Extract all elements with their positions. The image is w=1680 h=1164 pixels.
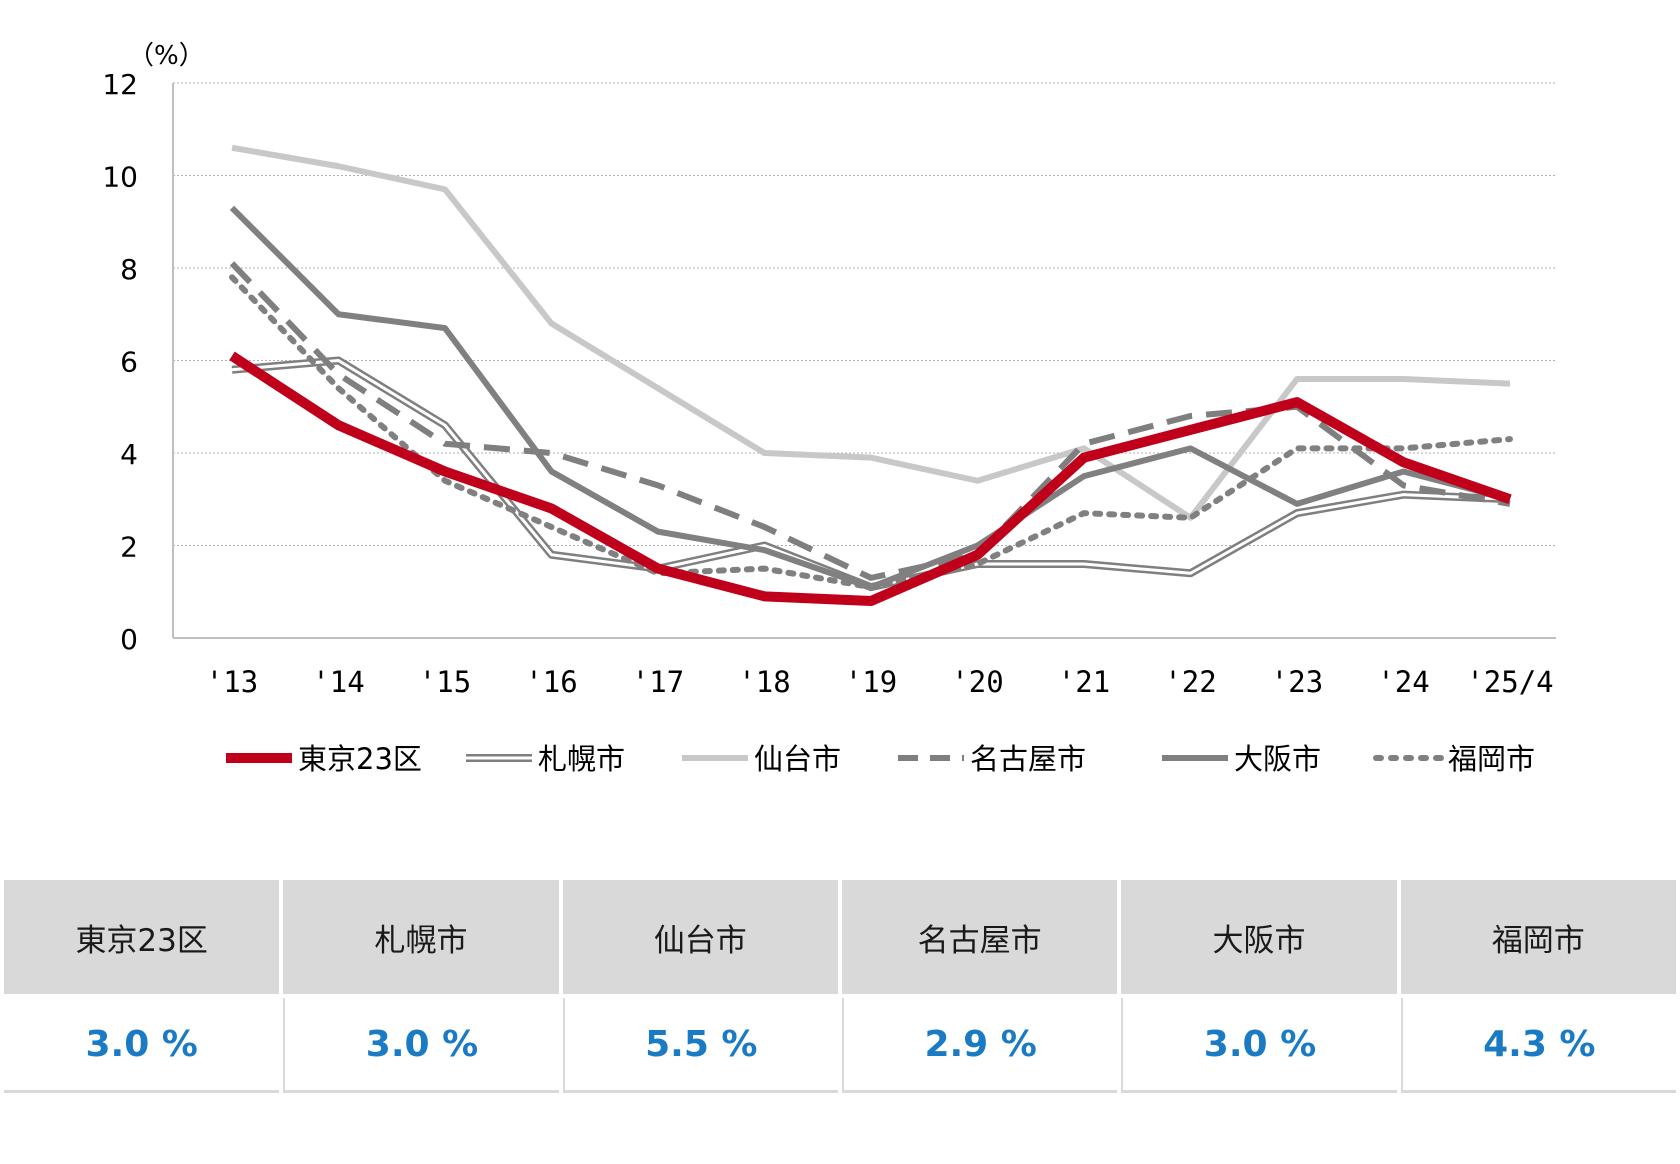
legend-label-3: 名古屋市 [970, 742, 1086, 776]
y-axis-unit-label: （%） [128, 41, 205, 71]
x-tick-label-4: '17 [632, 665, 684, 699]
vacancy-rate-line-chart: （%） 0 2 4 6 8 10 12 '13 '14 '15 '16 '17 '18 '19 '20 '2… [102, 41, 1556, 776]
legend-label-1: 札幌市 [538, 742, 625, 776]
x-tick-label-1: '14 [312, 665, 364, 699]
x-tick-labels: '13 '14 '15 '16 '17 '18 '19 '20 '21 '22 '23 '24 '25/… [206, 665, 1554, 699]
x-tick-label-6: '19 [845, 665, 897, 699]
x-tick-label-3: '16 [525, 665, 577, 699]
y-tick-labels: 0 2 4 6 8 10 12 [102, 68, 138, 656]
x-tick-label-2: '15 [419, 665, 471, 699]
summary-header-osaka: 大阪市 [1121, 880, 1397, 998]
x-tick-label-11: '24 [1377, 665, 1429, 699]
x-tick-label-0: '13 [206, 665, 258, 699]
legend-label-2: 仙台市 [754, 742, 841, 776]
summary-value-sapporo: 3.0 % [283, 998, 559, 1093]
legend: 東京23区 札幌市 仙台市 名古屋市 大阪市 福岡市 [226, 742, 1535, 776]
summary-header-row: 東京23区 札幌市 仙台市 名古屋市 大阪市 福岡市 [4, 880, 1676, 998]
x-tick-label-8: '21 [1058, 665, 1110, 699]
summary-header-tokyo: 東京23区 [4, 880, 280, 998]
series-line-5 [229, 351, 1512, 606]
x-tick-label-10: '23 [1271, 665, 1323, 699]
legend-label-0: 東京23区 [298, 742, 422, 776]
series-line-3 [229, 205, 1511, 591]
x-tick-label-5: '18 [738, 665, 790, 699]
legend-label-4: 大阪市 [1234, 742, 1321, 776]
axes [172, 83, 1556, 639]
summary-table: 東京23区 札幌市 仙台市 名古屋市 大阪市 福岡市 3.0 % 3.0 % 5… [0, 880, 1680, 1093]
summary-value-sendai: 5.5 % [562, 998, 838, 1093]
series-line-0-inner [231, 359, 1511, 589]
y-tick-label-4: 4 [120, 438, 138, 471]
legend-label-5: 福岡市 [1448, 742, 1535, 776]
summary-value-row: 3.0 % 3.0 % 5.5 % 2.9 % 3.0 % 4.3 % [4, 998, 1676, 1093]
x-tick-label-9: '22 [1164, 665, 1216, 699]
summary-value-fukuoka: 4.3 % [1400, 998, 1676, 1093]
series-line-2 [229, 261, 1511, 581]
series-line-0 [231, 356, 1511, 592]
y-tick-label-6: 6 [120, 346, 138, 379]
series-line-1 [231, 144, 1511, 521]
y-tick-label-10: 10 [102, 161, 138, 194]
summary-value-osaka: 3.0 % [1121, 998, 1397, 1093]
y-tick-label-12: 12 [102, 68, 138, 101]
summary-header-fukuoka: 福岡市 [1400, 880, 1676, 998]
y-tick-label-0: 0 [120, 623, 138, 656]
grid-lines [173, 82, 1556, 546]
x-tick-label-12: '25/4 [1466, 665, 1553, 699]
x-tick-label-7: '20 [951, 665, 1003, 699]
series-line-4 [229, 274, 1513, 591]
summary-header-sapporo: 札幌市 [283, 880, 559, 998]
summary-value-nagoya: 2.9 % [841, 998, 1118, 1093]
series-lines [229, 144, 1513, 606]
y-tick-label-2: 2 [120, 531, 138, 564]
summary-header-sendai: 仙台市 [562, 880, 838, 998]
summary-header-nagoya: 名古屋市 [841, 880, 1118, 998]
y-tick-label-8: 8 [120, 253, 138, 286]
summary-value-tokyo: 3.0 % [4, 998, 280, 1093]
